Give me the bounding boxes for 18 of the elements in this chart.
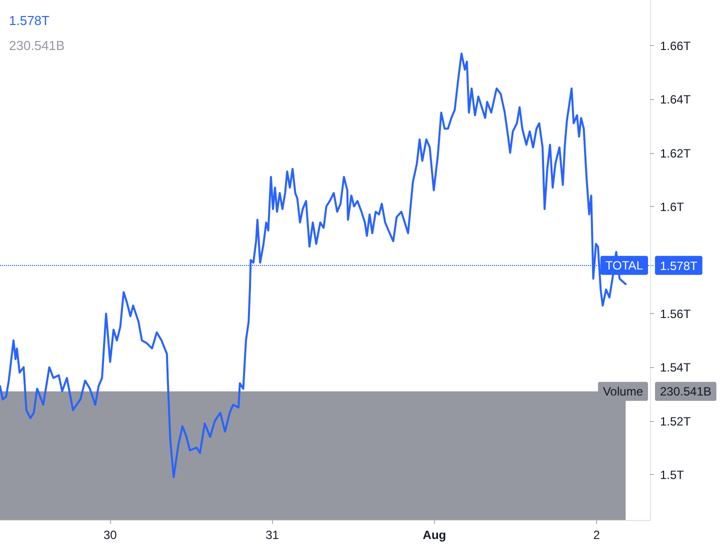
y-tick-label: 1.52T [660, 414, 692, 428]
y-tick-label: 1.578T [660, 258, 698, 273]
y-tick-label: 1.66T [660, 39, 692, 54]
annotation: 230.541B [9, 38, 65, 54]
x-tick-label: Aug [422, 528, 446, 542]
text: 230.541B [660, 384, 712, 398]
y-tick-label: 1.5T [660, 468, 685, 482]
x-tick-label: 2 [593, 528, 600, 542]
y-tick-label: 1.54T [660, 360, 692, 375]
x-tick-label: 30 [103, 528, 118, 542]
annotation: 1.578T [9, 13, 50, 29]
x-tick-label: 31 [266, 528, 280, 542]
y-tick-label: 1.56T [660, 307, 692, 322]
band-label: Volume [602, 384, 644, 398]
y-tick-label: 1.64T [660, 92, 692, 107]
y-tick-label: 1.62T [660, 146, 692, 160]
y-tick-label: 1.6T [660, 200, 685, 214]
ref-line-label: TOTAL [605, 258, 644, 272]
